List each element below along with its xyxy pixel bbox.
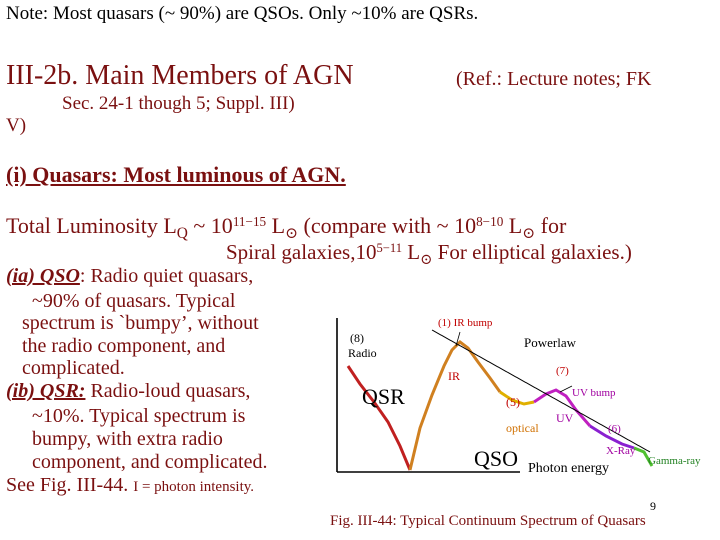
uv-label: UV	[556, 411, 574, 425]
optical-label: optical	[506, 421, 539, 435]
qsr-line-1: (ib) QSR: Radio-loud quasars,	[6, 381, 250, 401]
qsr-line-3: bumpy, with extra radio	[32, 428, 223, 450]
lum-lsun: L	[271, 213, 286, 238]
lum-line2-b: For elliptical galaxies.)	[437, 240, 632, 264]
num6-label: (6)	[608, 423, 621, 435]
lum-sub-q: Q	[176, 225, 188, 243]
slide-title: III-2b. Main Members of AGN	[6, 60, 354, 91]
lum-compare: (compare with ~ 10	[303, 213, 477, 238]
qso-line-1: (ia) QSO: Radio quiet quasars,	[6, 266, 253, 286]
quasars-heading: (i) Quasars: Most luminous of AGN.	[6, 162, 346, 187]
qsr-label: (ib) QSR:	[6, 380, 86, 402]
lum-approx: ~ 10	[193, 213, 233, 238]
luminosity-line-2: Spiral galaxies,105−11 L⊙ For elliptical…	[226, 240, 632, 268]
qsr-line-4: component, and complicated.	[32, 451, 268, 473]
intensity-note: I = photon intensity.	[133, 479, 255, 495]
powerlaw-label: Powerlaw	[524, 335, 576, 350]
lum-exp1: 11−15	[232, 213, 267, 229]
see-figure-line: See Fig. III-44. I = photon intensity.	[6, 475, 254, 495]
title-reference-line2: Sec. 24-1 though 5; Suppl. III)	[62, 93, 295, 114]
top-note: Note: Most quasars (~ 90%) are QSOs. Onl…	[6, 3, 479, 24]
luminosity-line: Total Luminosity LQ ~ 1011−15 L⊙ (compar…	[6, 213, 567, 242]
lum-for: for	[540, 213, 567, 238]
lum-exp3: 5−11	[376, 241, 402, 256]
optical-curve	[499, 390, 535, 406]
qso-figure-label: QSO	[474, 446, 519, 471]
sun-symbol-2: ⊙	[522, 225, 536, 243]
qso-line-4: the radio component, and	[22, 335, 226, 357]
title-reference-line3: V)	[6, 115, 27, 136]
xray-curve	[589, 424, 635, 450]
see-figure: See Fig. III-44.	[6, 474, 129, 496]
lum-exp2: 8−10	[476, 213, 504, 229]
sun-symbol-3: ⊙	[420, 252, 433, 269]
xray-label: X-Ray	[606, 445, 636, 457]
uv-bump-curve	[533, 388, 592, 427]
num5-label: (5)	[506, 395, 520, 409]
gamma-curve	[633, 446, 654, 467]
ir-bump-pointer	[455, 331, 461, 347]
qso-line-2: ~90% of quasars. Typical	[32, 290, 236, 312]
ir-label: IR	[448, 369, 460, 383]
sun-symbol: ⊙	[285, 225, 298, 243]
lum-prefix: Total Luminosity L	[6, 213, 177, 238]
title-reference: (Ref.: Lecture notes; FK	[456, 68, 652, 90]
radio-label: Radio	[348, 346, 377, 360]
radio-curve	[346, 365, 412, 471]
page-number: 9	[650, 499, 656, 513]
radio-number-label: (8)	[350, 331, 364, 345]
gamma-label: Gamma-ray	[648, 455, 701, 467]
photon-energy-label: Photon energy	[528, 461, 610, 476]
uv-bump-pointer	[559, 385, 573, 393]
lum-lsun-2: L	[508, 213, 523, 238]
lum-lsun-3: L	[407, 240, 421, 264]
qso-label: (ia) QSO	[6, 265, 80, 287]
qso-line-3: spectrum is `bumpy’, without	[22, 312, 259, 334]
lum-line2-a: Spiral galaxies,10	[226, 240, 377, 264]
qsr-label: QSR	[362, 384, 405, 409]
ir-bump-label: (1) IR bump	[438, 317, 493, 329]
powerlaw-line	[431, 329, 651, 453]
uv-bump-label: UV bump	[572, 387, 616, 399]
qso-text-1: : Radio quiet quasars,	[79, 265, 254, 287]
num7-label: (7)	[556, 365, 569, 377]
qsr-text-1: Radio-loud quasars,	[90, 380, 251, 402]
qso-line-5: complicated.	[22, 357, 125, 379]
qsr-line-2: ~10%. Typical spectrum is	[32, 405, 246, 427]
figure-caption: Fig. III-44: Typical Continuum Spectrum …	[330, 513, 646, 529]
